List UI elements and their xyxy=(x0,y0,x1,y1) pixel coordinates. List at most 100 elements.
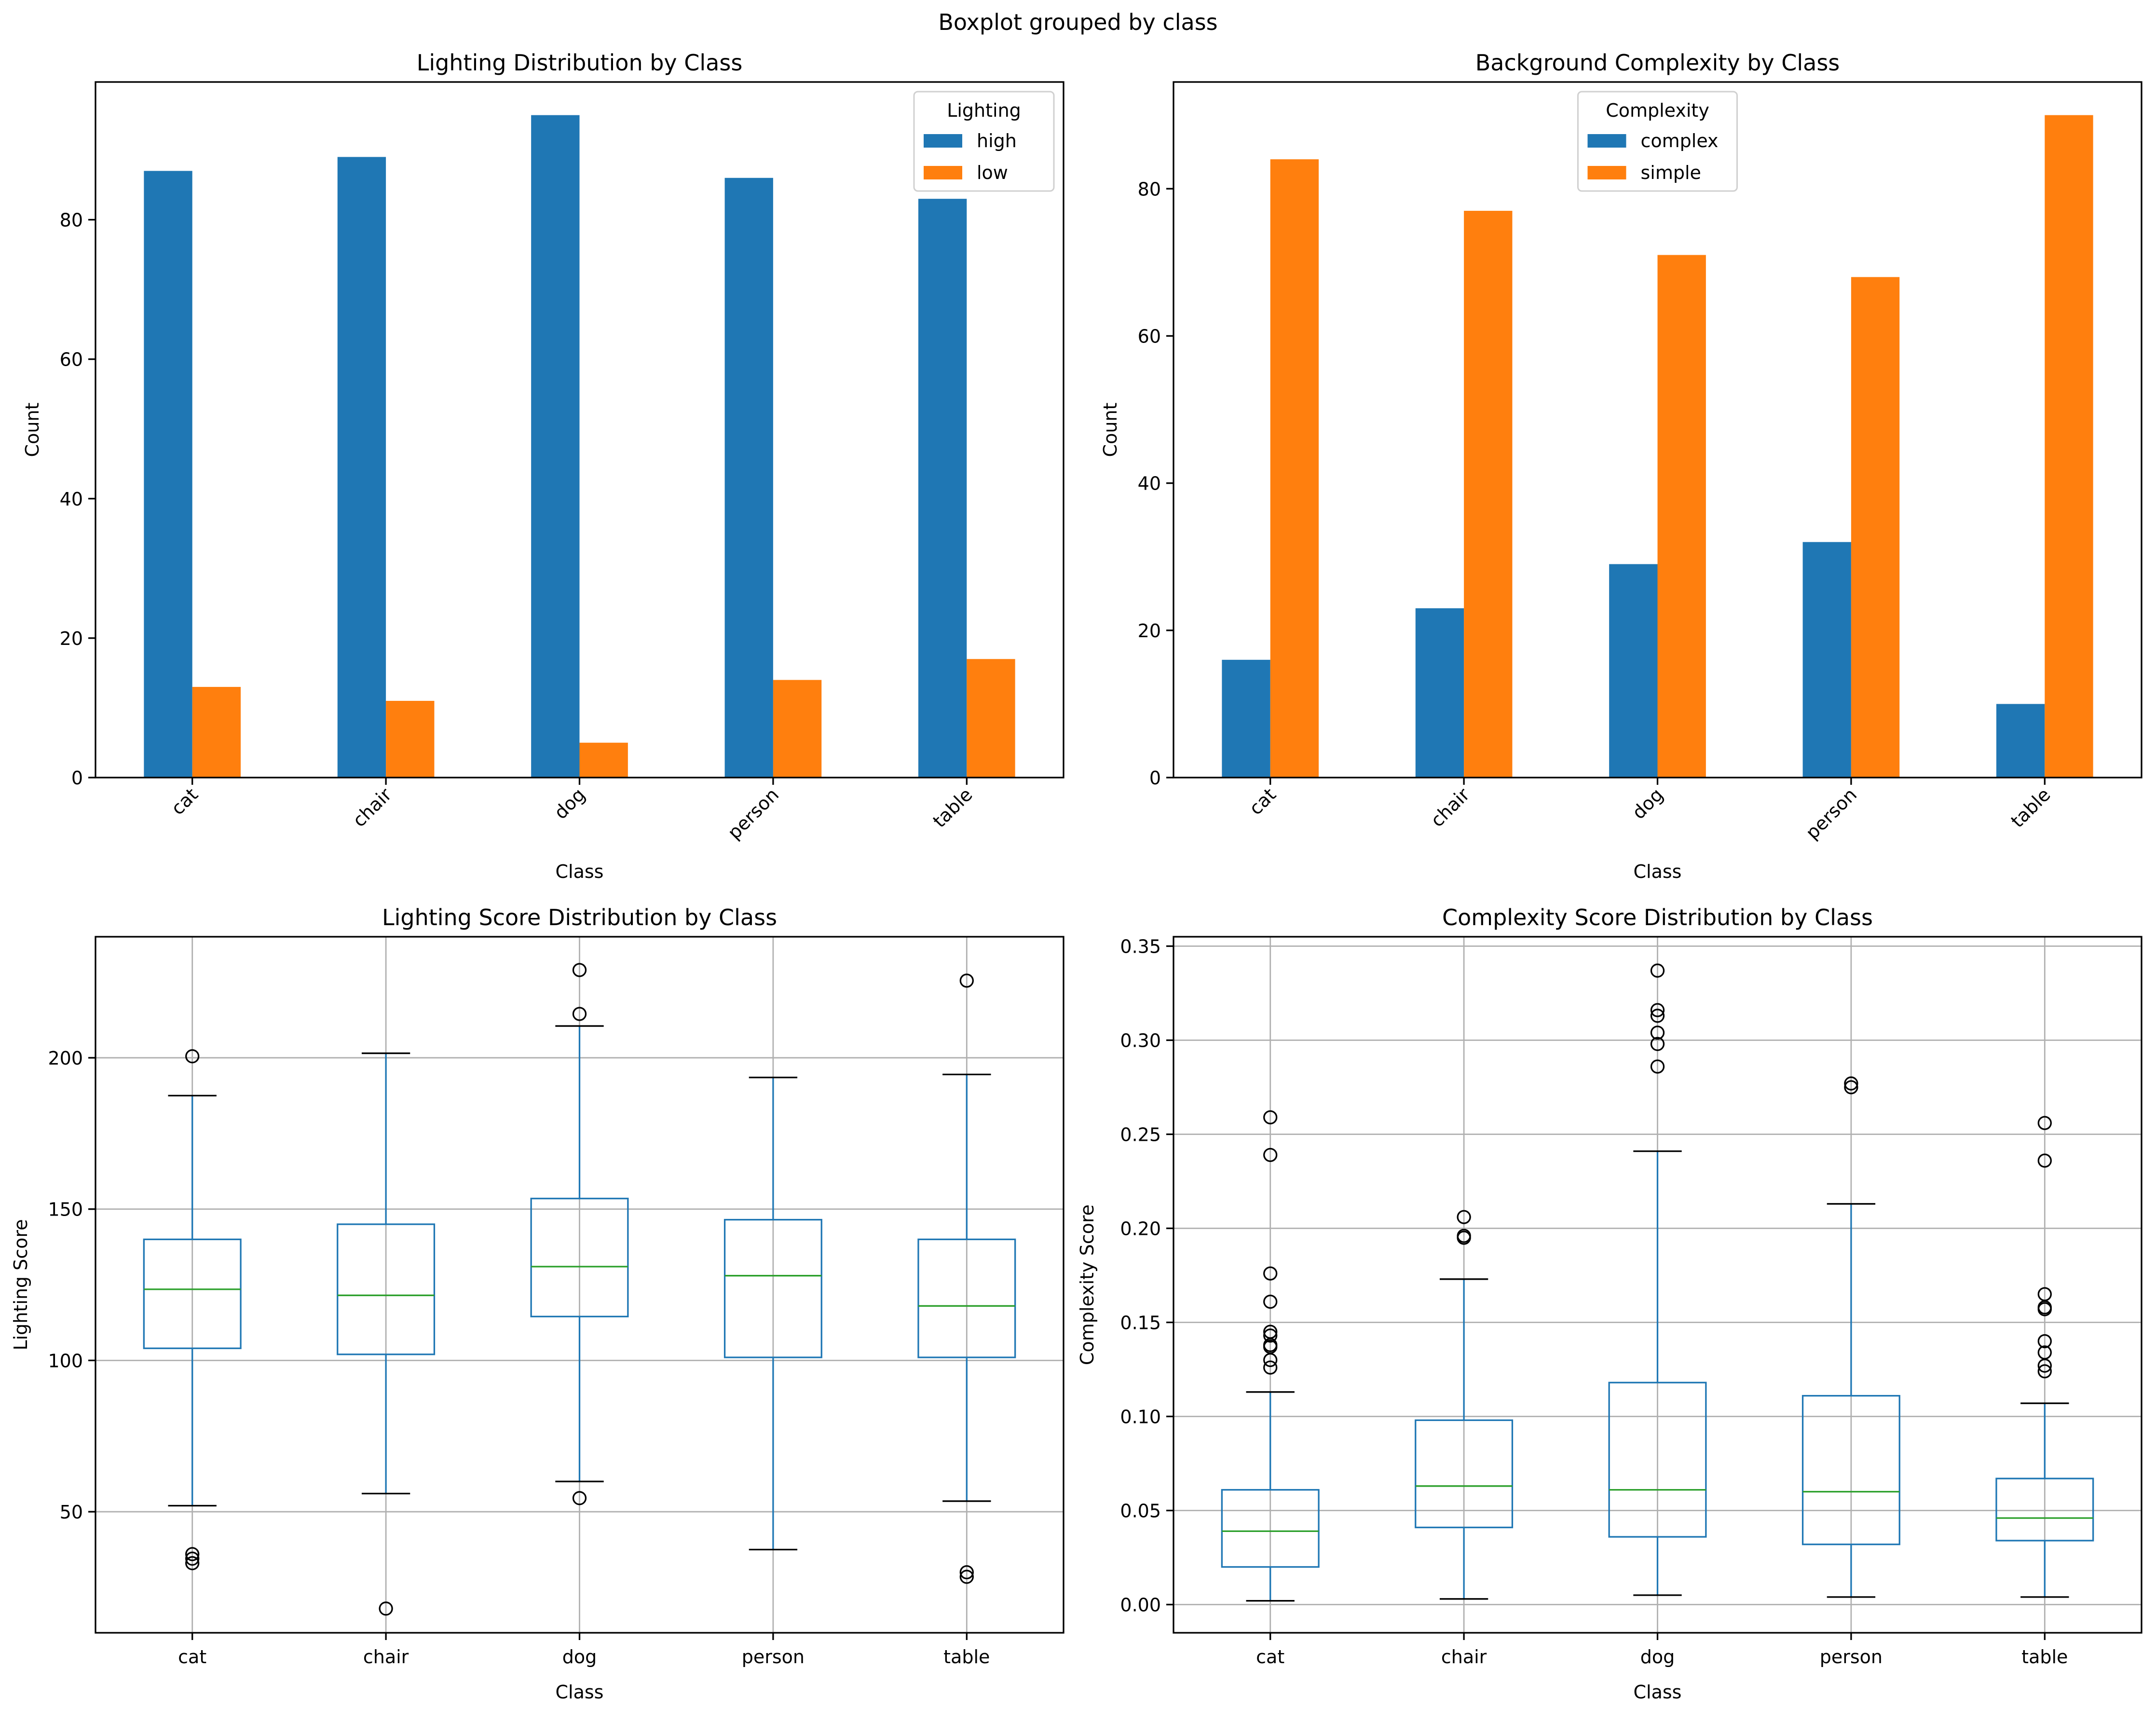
outlier-cat xyxy=(1263,1266,1278,1281)
box-chair xyxy=(1415,1419,1514,1529)
x-tick-label: chair xyxy=(1441,1646,1487,1668)
y-tick-label: 40 xyxy=(60,489,83,510)
legend-label-low: low xyxy=(977,162,1008,183)
outlier-dog xyxy=(572,1007,587,1021)
x-axis-label: Class xyxy=(1634,1682,1682,1703)
y-tick-label: 60 xyxy=(1138,326,1161,347)
outlier-dog xyxy=(1650,1025,1665,1040)
bar-high-table xyxy=(918,199,967,778)
chart-title: Lighting Score Distribution by Class xyxy=(382,904,777,930)
outlier-cat xyxy=(1263,1294,1278,1309)
outlier-cat xyxy=(185,1049,200,1064)
x-tick-label: cat xyxy=(178,1646,206,1668)
outlier-cat xyxy=(1263,1353,1278,1367)
y-axis-label: Count xyxy=(22,403,43,457)
outlier-cat xyxy=(185,1551,200,1566)
y-tick-label: 50 xyxy=(60,1502,83,1523)
y-tick-label: 0.30 xyxy=(1120,1030,1161,1052)
outlier-table xyxy=(959,1570,974,1584)
bar-simple-dog xyxy=(1657,255,1706,778)
bar-low-chair xyxy=(386,700,435,778)
x-tick-label: cat xyxy=(1256,1646,1284,1668)
y-tick-label: 20 xyxy=(1138,620,1161,642)
box-cat xyxy=(1221,1489,1320,1568)
outlier-dog xyxy=(1650,1009,1665,1023)
bar-complex-table xyxy=(1996,704,2045,778)
legend-swatch-simple xyxy=(1587,166,1626,179)
outlier-cat xyxy=(1263,1148,1278,1162)
y-tick-label: 0 xyxy=(71,767,83,789)
bar-low-cat xyxy=(192,687,241,778)
y-axis-label: Lighting Score xyxy=(10,1219,31,1350)
outlier-table xyxy=(2037,1358,2052,1373)
outlier-cat xyxy=(185,1556,200,1571)
y-tick-label: 80 xyxy=(60,210,83,231)
outlier-dog xyxy=(572,1491,587,1505)
legend-swatch-complex xyxy=(1587,134,1626,148)
legend-swatch-high xyxy=(924,134,962,148)
y-tick-label: 60 xyxy=(60,349,83,370)
legend-label-complex: complex xyxy=(1641,130,1719,151)
y-tick-label: 0.35 xyxy=(1120,936,1161,957)
figure-suptitle: Boxplot grouped by class xyxy=(938,9,1217,35)
x-axis-label: Class xyxy=(556,861,604,882)
bar-high-chair xyxy=(337,157,386,778)
legend-swatch-low xyxy=(924,166,962,179)
outlier-dog xyxy=(1650,963,1665,978)
y-tick-label: 0.20 xyxy=(1120,1218,1161,1240)
outlier-cat xyxy=(1263,1328,1278,1343)
outlier-table xyxy=(2037,1116,2052,1130)
box-cat xyxy=(143,1238,242,1349)
chart-title: Complexity Score Distribution by Class xyxy=(1442,904,1873,930)
y-tick-label: 0.05 xyxy=(1120,1501,1161,1522)
legend-title: Lighting xyxy=(947,100,1021,121)
outlier-cat xyxy=(1263,1360,1278,1375)
bar-complex-person xyxy=(1802,542,1851,778)
bar-low-table xyxy=(967,659,1015,778)
outlier-dog xyxy=(1650,1059,1665,1074)
legend-label-high: high xyxy=(977,130,1017,151)
x-tick-label: table xyxy=(2021,1646,2068,1668)
outlier-table xyxy=(959,973,974,988)
x-axis-label: Class xyxy=(1634,861,1682,882)
outlier-table xyxy=(2037,1153,2052,1168)
box-person xyxy=(1801,1395,1900,1545)
bar-low-dog xyxy=(579,742,628,778)
x-tick-label: person xyxy=(742,1646,805,1668)
outlier-table xyxy=(2037,1334,2052,1349)
y-tick-label: 0.10 xyxy=(1120,1407,1161,1428)
bar-high-cat xyxy=(144,171,192,778)
y-axis-label: Count xyxy=(1100,403,1121,457)
outlier-table xyxy=(2037,1364,2052,1379)
bar-low-person xyxy=(773,680,822,778)
complexity-score-boxplot: 0.00 0.05 0.10 0.15 0.20 0.25 0.30 0.35 cat chair… xyxy=(1077,904,2142,1703)
bar-complex-chair xyxy=(1415,608,1464,778)
x-tick-label: chair xyxy=(363,1646,409,1668)
bar-complex-cat xyxy=(1222,659,1270,778)
chart-title: Lighting Distribution by Class xyxy=(417,50,743,76)
y-tick-label: 20 xyxy=(60,628,83,649)
legend-title: Complexity xyxy=(1606,100,1709,121)
outlier-chair xyxy=(1457,1210,1471,1224)
lighting-score-boxplot: 50 100 150 200 cat chair dog person table Lightin… xyxy=(10,904,1064,1703)
outlier-cat xyxy=(185,1547,200,1561)
bar-high-dog xyxy=(531,115,580,778)
bar-simple-chair xyxy=(1464,211,1513,778)
outlier-table xyxy=(959,1565,974,1580)
x-tick-label: person xyxy=(1820,1646,1883,1668)
bar-complex-dog xyxy=(1609,564,1658,778)
bar-high-person xyxy=(724,178,773,778)
box-person xyxy=(723,1218,822,1358)
y-axis-label: Complexity Score xyxy=(1077,1204,1098,1365)
legend-label-simple: simple xyxy=(1641,162,1701,183)
bar-simple-table xyxy=(2045,115,2093,778)
outlier-person xyxy=(1844,1076,1858,1091)
outlier-person xyxy=(1844,1080,1858,1094)
bar-simple-person xyxy=(1851,277,1900,778)
y-tick-label: 0.00 xyxy=(1120,1595,1161,1616)
y-tick-label: 0.15 xyxy=(1120,1313,1161,1334)
bar-simple-cat xyxy=(1270,159,1319,778)
y-tick-label: 150 xyxy=(48,1199,83,1220)
